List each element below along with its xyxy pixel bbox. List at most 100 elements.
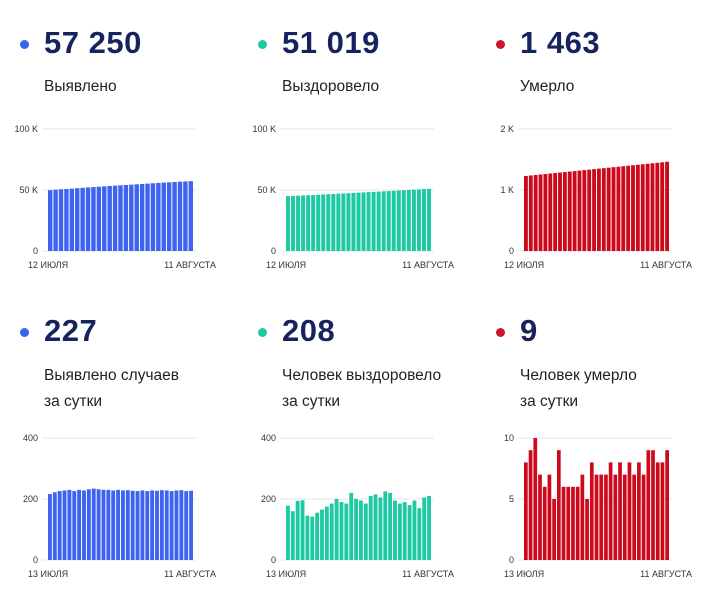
- daily-recovered-value: 208: [282, 313, 336, 348]
- bar: [571, 486, 575, 560]
- bar: [101, 489, 106, 560]
- y-tick-label: 50 K: [257, 185, 276, 195]
- bar: [567, 171, 572, 251]
- bar: [286, 505, 290, 560]
- bar: [412, 500, 417, 561]
- bar: [363, 503, 368, 560]
- bar: [422, 497, 427, 560]
- bar: [381, 191, 386, 251]
- bar: [538, 174, 543, 251]
- detected-chart: 100 K 50 K 0 12 ИЮЛЯ 11 АВГУСТА: [14, 124, 216, 270]
- x-tick-label-end: 11 АВГУСТА: [164, 260, 216, 270]
- detected-total: 57 250: [44, 25, 142, 60]
- bar: [123, 184, 129, 251]
- bar: [635, 164, 640, 251]
- daily-detected-value: 227: [44, 313, 98, 348]
- y-tick-label: 0: [271, 246, 276, 256]
- bar: [396, 190, 401, 251]
- detected-label-line-1: Выявлено: [44, 78, 117, 95]
- y-tick-label: 400: [261, 433, 276, 443]
- bar: [660, 462, 665, 560]
- bar: [82, 490, 86, 560]
- daily-recovered-dot-icon: [258, 328, 267, 337]
- bar: [161, 182, 166, 251]
- recovered-dot-icon: [258, 40, 267, 49]
- bar: [344, 503, 349, 560]
- bar: [290, 511, 295, 560]
- daily-detected-label-line-2: за сутки: [44, 393, 103, 410]
- bar: [155, 490, 159, 560]
- bar: [139, 183, 145, 251]
- bar: [621, 166, 626, 251]
- bar: [57, 491, 62, 560]
- bar: [326, 194, 331, 251]
- bar: [102, 186, 107, 251]
- y-tick-label: 400: [23, 433, 38, 443]
- bar: [296, 195, 301, 251]
- bar: [361, 192, 366, 251]
- bar: [388, 492, 393, 560]
- x-tick-label-end: 11 АВГУСТА: [640, 260, 692, 270]
- bar: [582, 170, 587, 251]
- bar: [85, 187, 91, 251]
- bar: [528, 175, 533, 251]
- bar: [393, 500, 397, 561]
- y-tick-label: 0: [33, 246, 38, 256]
- bar: [286, 196, 291, 251]
- bar: [626, 165, 631, 251]
- bar: [599, 474, 604, 560]
- bar: [316, 194, 321, 251]
- bar: [106, 489, 111, 560]
- bar: [594, 474, 599, 560]
- stat-panel-detected: 57 250 Выявлено 100 K 50 K 0 12 ИЮЛЯ 11 АВГУ…: [14, 25, 250, 315]
- bar: [641, 474, 646, 560]
- bar: [562, 172, 567, 251]
- bar: [80, 187, 85, 251]
- daily-detected-chart: 400 200 0 13 ИЮЛЯ 11 АВГУСТА: [23, 433, 216, 579]
- daily-deaths-label: Человек умерло за сутки: [520, 363, 637, 415]
- bar: [566, 486, 571, 560]
- bar: [351, 192, 356, 251]
- bar: [121, 490, 125, 560]
- bar: [597, 168, 601, 251]
- daily-deaths-label-line-1: Человек умерло: [520, 367, 637, 384]
- bar: [524, 175, 528, 251]
- bar: [174, 490, 179, 560]
- daily-recovered-label-line-2: за сутки: [282, 393, 341, 410]
- bar: [542, 486, 547, 560]
- bar: [349, 492, 354, 560]
- x-tick-label-end: 11 АВГУСТА: [164, 569, 216, 579]
- bar: [651, 450, 655, 560]
- bar: [53, 189, 58, 251]
- y-tick-label: 10: [504, 433, 514, 443]
- bar: [116, 489, 120, 560]
- bar: [606, 167, 611, 251]
- bar: [150, 183, 156, 251]
- bar: [346, 193, 351, 251]
- bar: [179, 490, 184, 560]
- bar: [601, 168, 606, 251]
- daily-recovered-chart: 400 200 0 13 ИЮЛЯ 11 АВГУСТА: [261, 433, 454, 579]
- bar: [77, 489, 82, 560]
- bar: [125, 490, 130, 560]
- bar: [354, 499, 358, 560]
- daily-deaths-label-line-2: за сутки: [520, 393, 579, 410]
- detected-dot-icon: [20, 40, 29, 49]
- bar: [310, 516, 315, 560]
- bar: [416, 189, 421, 251]
- recovered-label-line-1: Выздоровело: [282, 78, 380, 95]
- bar: [589, 462, 594, 560]
- stat-panel-daily-recovered: 208 Человек выздоровело за сутки 400 200 0…: [258, 313, 488, 603]
- bar: [188, 181, 193, 251]
- bar: [426, 188, 431, 251]
- bar: [341, 193, 346, 251]
- bar: [96, 186, 102, 251]
- stat-panel-daily-deaths: 9 Человек умерло за сутки 10 5 0 13 ИЮЛЯ 11 …: [496, 313, 720, 603]
- bar: [366, 192, 371, 251]
- bar: [96, 489, 101, 560]
- bar: [645, 163, 650, 251]
- x-tick-label-start: 12 ИЮЛЯ: [28, 260, 68, 270]
- y-tick-label: 2 K: [500, 124, 514, 134]
- bar: [359, 500, 363, 561]
- bar: [334, 499, 339, 560]
